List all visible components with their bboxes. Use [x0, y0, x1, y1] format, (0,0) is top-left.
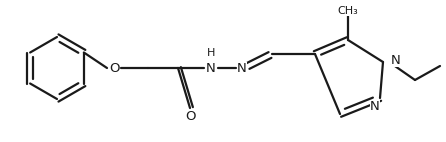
Text: CH₃: CH₃ [338, 6, 359, 16]
Text: N: N [391, 54, 401, 66]
Text: N: N [206, 61, 216, 75]
Text: O: O [109, 61, 119, 75]
Text: O: O [185, 110, 195, 124]
Text: N: N [237, 61, 247, 75]
Text: H: H [207, 48, 215, 58]
Text: N: N [370, 100, 380, 112]
